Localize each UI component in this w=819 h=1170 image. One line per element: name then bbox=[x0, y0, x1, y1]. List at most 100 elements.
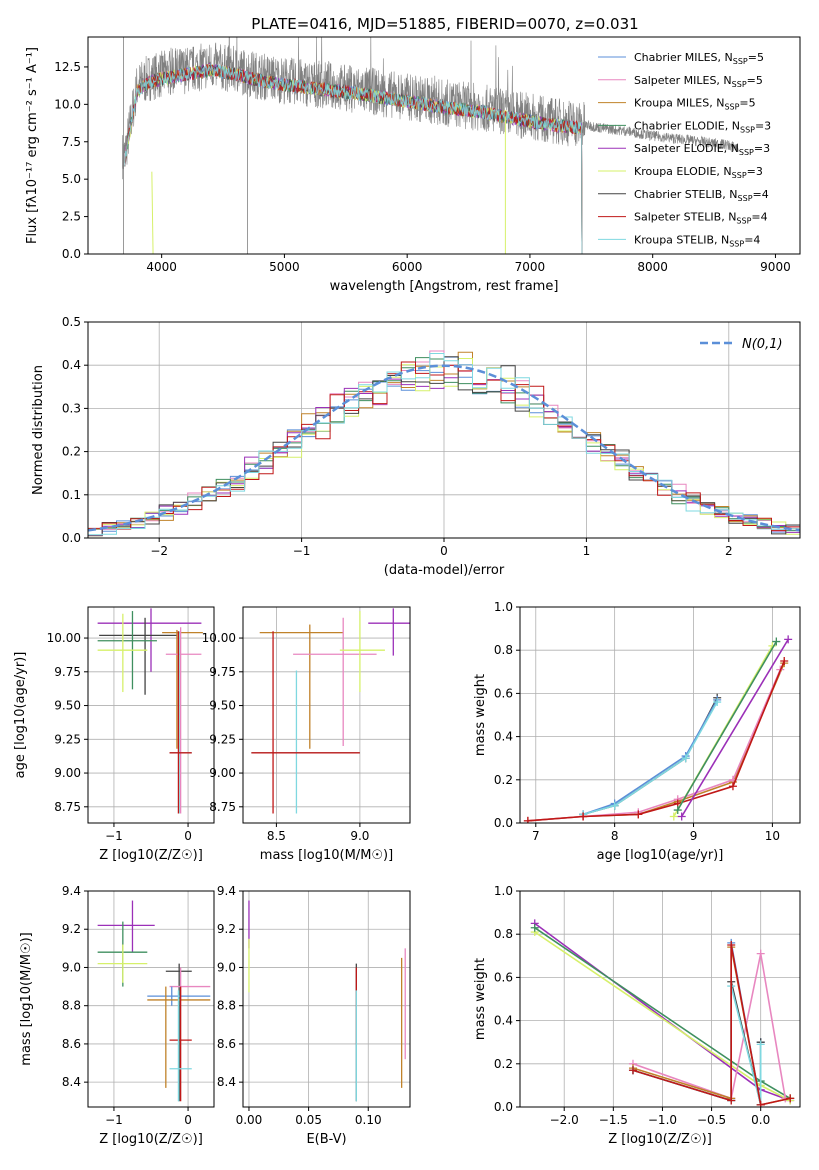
axes-frame bbox=[87, 606, 215, 824]
y-tick-label: 0.0 bbox=[62, 531, 81, 545]
x-tick-label: 7 bbox=[532, 829, 540, 843]
axes-frame bbox=[519, 606, 801, 824]
x-tick-label: 10 bbox=[765, 829, 780, 843]
x-axis-label: wavelength [Angstrom, rest frame] bbox=[330, 279, 559, 294]
y-tick-label: 10.0 bbox=[54, 97, 81, 111]
legend-entry: Salpeter STELIB, NSSP=4 bbox=[634, 211, 768, 226]
y-axis-label: Flux [fλ10⁻¹⁷ erg cm⁻² s⁻¹ A⁻¹] bbox=[25, 47, 40, 244]
plot-area-mass_vs_ebv bbox=[248, 900, 406, 1102]
series-point bbox=[784, 635, 793, 644]
y-tick-label: 9.25 bbox=[54, 732, 81, 746]
series-point bbox=[610, 801, 619, 810]
y-tick-label: 0.8 bbox=[494, 927, 513, 941]
y-tick-label: 9.25 bbox=[209, 732, 236, 746]
x-tick-label: 0.00 bbox=[236, 1113, 263, 1127]
y-tick-label: 8.75 bbox=[54, 800, 81, 814]
axes-frame bbox=[519, 890, 801, 1108]
legend-entry: N(0,1) bbox=[742, 337, 783, 352]
x-tick-label: 5000 bbox=[269, 260, 300, 274]
series-point bbox=[681, 754, 690, 763]
series-line-1 bbox=[582, 699, 718, 816]
x-tick-label: 0.0 bbox=[751, 1113, 770, 1127]
y-tick-label: 9.0 bbox=[217, 960, 236, 974]
x-tick-label: −0.5 bbox=[697, 1113, 726, 1127]
y-tick-label: 0.2 bbox=[494, 1057, 513, 1071]
model-drop bbox=[151, 171, 154, 254]
series-point bbox=[579, 812, 588, 821]
plot-area-age_vs_mass bbox=[251, 608, 410, 814]
y-tick-label: 0.6 bbox=[494, 686, 513, 700]
series-point bbox=[780, 657, 789, 665]
series-line-5 bbox=[527, 660, 785, 822]
x-tick-label: −1.5 bbox=[599, 1113, 628, 1127]
x-tick-label: −1 bbox=[293, 544, 311, 558]
y-tick-label: 8.8 bbox=[217, 999, 236, 1013]
x-axis-label: age [log10(age/yr)] bbox=[597, 848, 724, 863]
y-tick-label: 0.5 bbox=[62, 315, 81, 329]
x-tick-label: 9000 bbox=[760, 260, 791, 274]
series-point bbox=[628, 1066, 637, 1075]
y-tick-label: 0.0 bbox=[494, 1100, 513, 1114]
y-tick-label: 8.6 bbox=[217, 1037, 236, 1051]
y-axis-label: Normed distribution bbox=[31, 365, 46, 495]
y-tick-label: 9.2 bbox=[217, 922, 236, 936]
series-line-4 bbox=[527, 669, 782, 822]
y-tick-label: 8.4 bbox=[217, 1075, 236, 1089]
series-point bbox=[673, 806, 682, 815]
normal-reference-curve bbox=[88, 364, 800, 532]
series-line-2 bbox=[582, 701, 718, 816]
y-tick-label: 9.00 bbox=[54, 766, 81, 780]
chart-residuals: −2 −1 0 1 2 0.0 0.1 0.2 0.3 0.4 0.5 (data-model)/er… bbox=[31, 315, 801, 578]
y-tick-label: 8.8 bbox=[62, 999, 81, 1013]
legend-entry: Chabrier STELIB, NSSP=4 bbox=[634, 188, 769, 203]
series-point bbox=[669, 812, 678, 821]
y-tick-label: 0.6 bbox=[494, 970, 513, 984]
x-tick-label: 9.0 bbox=[350, 829, 369, 843]
plot-area-mass_weight_vs_age bbox=[523, 635, 793, 823]
y-tick-label: 0.1 bbox=[62, 488, 81, 502]
y-tick-label: 12.5 bbox=[54, 60, 81, 74]
x-axis-label: mass [log10(M/M☉)] bbox=[260, 848, 393, 863]
y-tick-label: 7.5 bbox=[62, 135, 81, 149]
x-tick-label: −2.0 bbox=[550, 1113, 579, 1127]
y-tick-label: 9.00 bbox=[209, 766, 236, 780]
series-line-8 bbox=[681, 638, 789, 817]
y-tick-label: 0.4 bbox=[62, 358, 81, 372]
series-point bbox=[727, 941, 736, 949]
x-tick-label: 4000 bbox=[146, 260, 177, 274]
x-tick-label: 8000 bbox=[637, 260, 668, 274]
series-line-7 bbox=[677, 641, 777, 811]
chart-age_vs_mass: 8.5 9.0 8.75 9.00 9.25 9.50 9.75 10.00 mass [log… bbox=[202, 606, 411, 863]
histogram-step-8 bbox=[88, 353, 800, 536]
series-point bbox=[756, 1100, 765, 1107]
x-axis-label: Z [log10(Z/Z☉)] bbox=[99, 848, 203, 863]
x-axis-label: (data-model)/error bbox=[384, 563, 505, 578]
y-tick-label: 8.6 bbox=[62, 1037, 81, 1051]
legend-entry: Chabrier MILES, NSSP=5 bbox=[634, 51, 764, 66]
legend-entry: Kroupa STELIB, NSSP=4 bbox=[634, 233, 760, 248]
chart-mass_weight_vs_z: −2.0 −1.5 −1.0 −0.5 0.0 0.0 0.2 0.4 0.6 0.8 1.0 Z [… bbox=[473, 884, 801, 1147]
series-point bbox=[786, 1094, 795, 1103]
x-axis-label: E(B-V) bbox=[306, 1132, 346, 1147]
y-axis-label: age [log10(age/yr)] bbox=[13, 652, 28, 779]
y-tick-label: 0.4 bbox=[494, 730, 513, 744]
y-tick-label: 0.4 bbox=[494, 1014, 513, 1028]
legend-entry: Salpeter ELODIE, NSSP=3 bbox=[634, 142, 770, 157]
y-axis-label: mass weight bbox=[473, 958, 488, 1040]
chart-age_vs_z: −1 0 8.75 9.00 9.25 9.50 9.75 10.00 Z [log10(Z/Z… bbox=[13, 606, 215, 863]
x-tick-label: 9 bbox=[690, 829, 698, 843]
y-tick-label: 1.0 bbox=[494, 884, 513, 898]
x-tick-label: 0.05 bbox=[295, 1113, 322, 1127]
legend-entry: Kroupa ELODIE, NSSP=3 bbox=[634, 165, 763, 180]
axes-frame bbox=[242, 606, 411, 824]
axes-frame bbox=[87, 890, 215, 1108]
x-tick-label: 1 bbox=[583, 544, 591, 558]
y-tick-label: 5.0 bbox=[62, 172, 81, 186]
model-spectrum-6 bbox=[124, 64, 583, 254]
y-tick-label: 0.0 bbox=[62, 247, 81, 261]
y-tick-label: 0.3 bbox=[62, 401, 81, 415]
y-tick-label: 9.75 bbox=[209, 665, 236, 679]
plot-area-age_vs_z bbox=[97, 608, 203, 814]
series-point bbox=[772, 637, 781, 646]
x-tick-label: −2 bbox=[150, 544, 168, 558]
